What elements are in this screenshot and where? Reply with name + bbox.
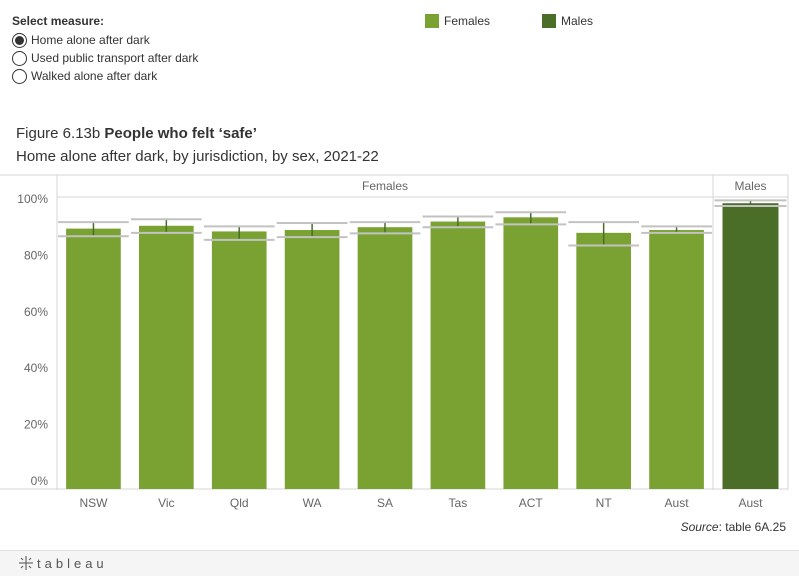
bar-females-sa: [357, 227, 413, 489]
measure-selector: Select measure: Home alone after dark Us…: [12, 14, 198, 85]
radio-label: Walked alone after dark: [31, 69, 158, 83]
x-tick-label: Tas: [449, 496, 468, 510]
figure-title-text: People who felt ‘safe’: [104, 125, 257, 142]
legend-swatch-females: [425, 14, 439, 28]
legend-swatch-males: [542, 14, 557, 28]
y-tick-label: 80%: [24, 248, 48, 262]
tableau-footer: tableau: [0, 550, 799, 576]
radio-option-home-alone[interactable]: Home alone after dark: [12, 31, 198, 49]
bar-females-wa: [284, 230, 340, 489]
x-tick-label: WA: [303, 496, 322, 510]
tableau-wordmark: tableau: [37, 555, 108, 571]
bar-females-tas: [430, 221, 486, 489]
bar-females-nsw: [66, 228, 121, 490]
y-tick-label: 20%: [24, 418, 48, 432]
source-text: : table 6A.25: [718, 520, 786, 534]
tableau-logo[interactable]: tableau: [18, 555, 108, 571]
y-tick-label: 40%: [24, 361, 48, 375]
radio-button[interactable]: [12, 50, 27, 66]
radio-selected-dot: [15, 35, 24, 45]
bar-females-nt: [576, 232, 631, 489]
x-tick-label: ACT: [519, 496, 544, 510]
radio-option-public-transport[interactable]: Used public transport after dark: [12, 49, 198, 67]
x-tick-label: Vic: [158, 496, 174, 510]
tableau-plus-icon: [19, 556, 33, 570]
bar-females-vic: [139, 225, 194, 489]
measure-selector-title: Select measure:: [12, 14, 105, 28]
y-tick-label: 60%: [24, 305, 48, 319]
radio-button[interactable]: [12, 68, 27, 84]
legend-label-females: Females: [444, 14, 491, 28]
source-label: Source: [680, 520, 719, 534]
x-tick-label: Qld: [230, 496, 249, 510]
x-tick-label: NSW: [79, 496, 108, 510]
figure-number: Figure 6.13b: [16, 125, 101, 142]
bar-males-aust: [722, 203, 779, 490]
radio-option-walked-alone[interactable]: Walked alone after dark: [12, 67, 198, 85]
panel-header-males: Males: [734, 179, 766, 193]
figure-title: Figure 6.13b People who felt ‘safe’: [16, 125, 257, 142]
legend-item-females[interactable]: Females: [425, 14, 490, 28]
bar-females-qld: [211, 231, 267, 489]
legend: Females Males: [425, 14, 645, 28]
source-note: Source: table 6A.25: [681, 520, 786, 534]
legend-label-males: Males: [561, 14, 594, 28]
radio-button[interactable]: [12, 32, 27, 48]
radio-label: Home alone after dark: [31, 33, 150, 47]
bar-chart: 0% 20% 40% 60% 80% 100% Females NSW Vic Qld WA SA Ta…: [0, 174, 789, 510]
panel-header-females: Females: [362, 179, 408, 193]
x-tick-label: SA: [377, 496, 393, 510]
x-tick-label: Aust: [738, 496, 763, 510]
legend-item-males[interactable]: Males: [542, 14, 593, 28]
bar-females-aust: [649, 230, 704, 489]
x-tick-label: NT: [596, 496, 613, 510]
bar-females-act: [503, 217, 559, 489]
y-tick-label: 100%: [17, 192, 48, 206]
y-tick-label: 0%: [31, 474, 49, 488]
radio-label: Used public transport after dark: [31, 51, 199, 65]
x-tick-label: Aust: [665, 496, 690, 510]
figure-subtitle: Home alone after dark, by jurisdiction, …: [16, 148, 379, 165]
